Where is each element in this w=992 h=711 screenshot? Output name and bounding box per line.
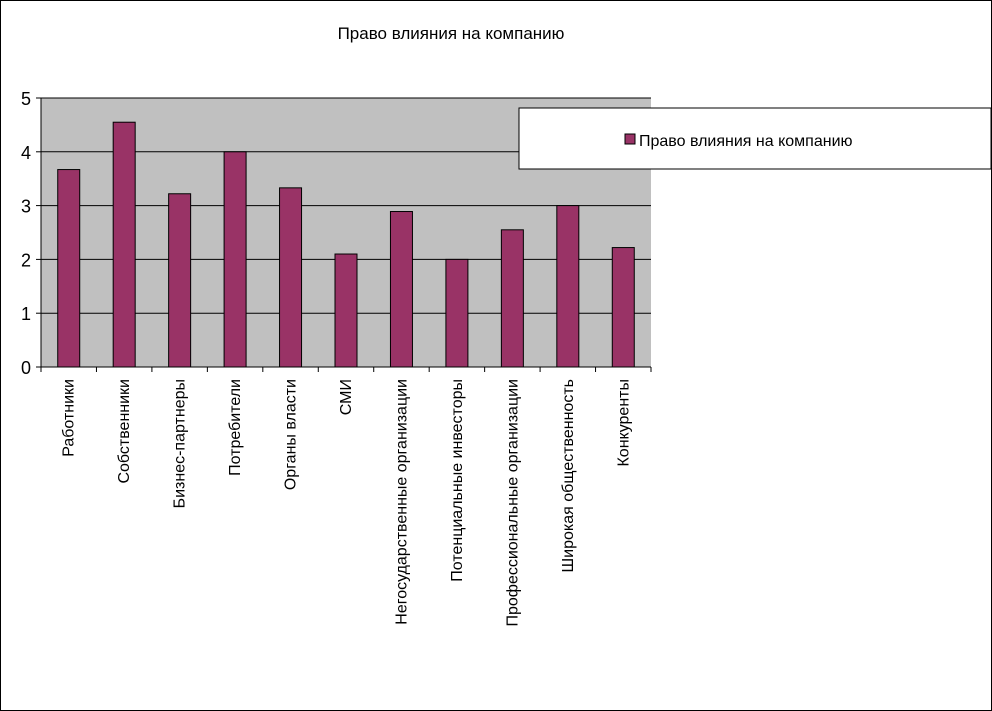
y-ticks: 0 1 2 3 4 5 — [21, 89, 41, 378]
bar — [112, 121, 136, 368]
x-ticks: Работники Собственники Бизнес-партнеры Потр… — [40, 367, 652, 627]
y-tick-label: 5 — [21, 89, 31, 109]
bar — [57, 169, 81, 368]
x-tick-label: Органы власти — [283, 379, 300, 490]
y-tick-label: 4 — [21, 143, 31, 163]
legend: Право влияния на компанию — [518, 107, 991, 170]
x-tick-label: Собственники — [116, 379, 133, 484]
y-tick-label: 3 — [21, 197, 31, 217]
y-tick-label: 1 — [21, 304, 31, 324]
x-tick-label: Конкуренты — [615, 379, 632, 467]
y-tick-label: 2 — [21, 250, 31, 270]
bar — [611, 247, 635, 368]
legend-swatch — [624, 133, 636, 145]
x-tick-label: Бизнес-партнеры — [172, 379, 189, 508]
bar — [556, 205, 580, 368]
x-tick-label: СМИ — [338, 379, 355, 415]
x-tick-label: Профессиональные организации — [504, 379, 521, 627]
bar — [223, 151, 247, 368]
bar — [500, 229, 524, 368]
bar — [389, 211, 413, 368]
x-tick-label: Потребители — [227, 379, 244, 476]
legend-box — [518, 107, 991, 170]
chart-title: Право влияния на компанию — [338, 24, 565, 43]
x-tick-label: Потенциальные инвесторы — [449, 379, 466, 582]
x-tick-label: Работники — [61, 379, 78, 457]
y-tick-label: 0 — [21, 358, 31, 378]
x-tick-label: Негосударственные организации — [393, 379, 410, 625]
bar — [445, 258, 469, 368]
bar — [168, 193, 192, 368]
bar — [334, 253, 358, 368]
x-tick-label: Широкая общественность — [560, 379, 577, 572]
bar — [279, 187, 303, 368]
legend-label: Право влияния на компанию — [639, 133, 853, 150]
